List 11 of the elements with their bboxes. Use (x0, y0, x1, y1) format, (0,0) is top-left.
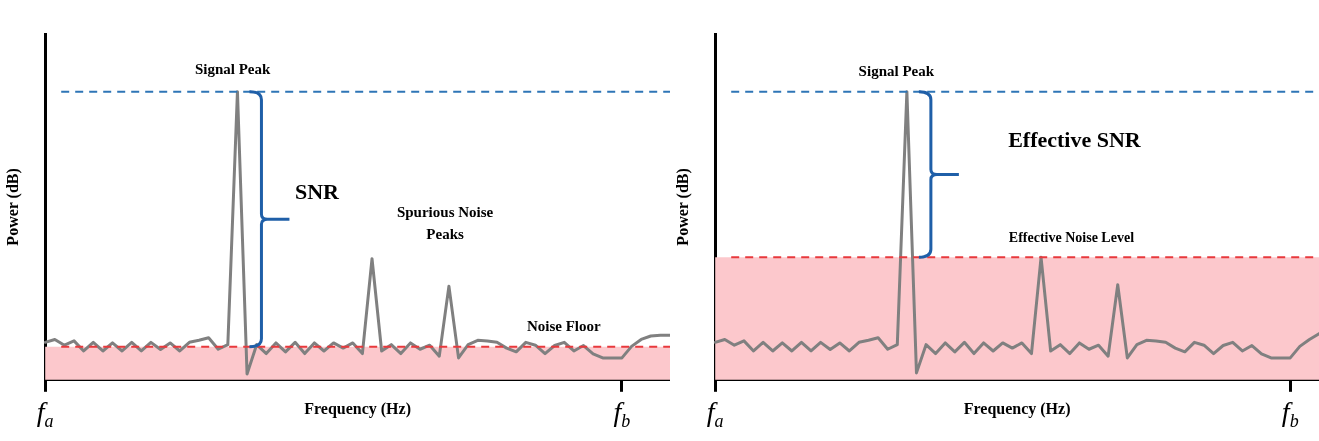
annotation: Signal Peak (194, 61, 272, 78)
annotation: SNR (294, 178, 341, 204)
annotation: Spurious Noise Peaks (396, 203, 494, 243)
x-axis-title: Frequency (Hz) (304, 399, 411, 418)
y-axis-title: Power (dB) (673, 168, 692, 246)
x-axis-title: Frequency (Hz) (963, 399, 1071, 418)
annotation: Effective SNR (1008, 126, 1142, 152)
annotation: Noise Floor (526, 318, 601, 335)
y-axis-title: Power (dB) (3, 168, 22, 246)
annotation: Signal Peak (858, 63, 935, 80)
annotation: Effective Noise Level (1008, 229, 1135, 245)
